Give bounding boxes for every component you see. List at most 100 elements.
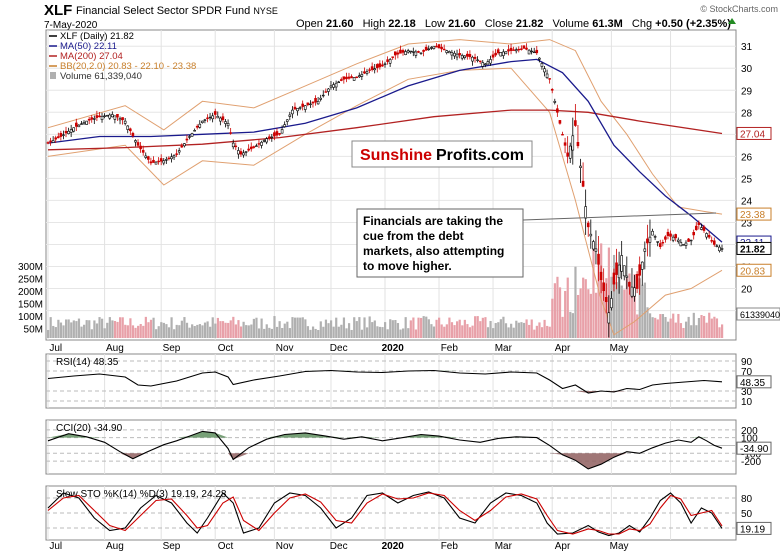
candle-body: [679, 241, 683, 247]
candle-body: [49, 140, 52, 143]
candle-body: [141, 150, 145, 153]
volume-bar: [602, 284, 605, 338]
sto-panel: 805020Slow STO %K(14) %D(3) 19.19, 24.28…: [46, 489, 772, 537]
volume-bar: [72, 320, 75, 338]
candle-body: [602, 282, 605, 292]
candle-body: [321, 94, 325, 97]
indicator-tick-label: -200: [741, 457, 761, 468]
annotation-line: to move higher.: [363, 259, 452, 273]
candle-body: [188, 136, 191, 138]
candle-body: [545, 73, 549, 78]
candle-body: [576, 141, 580, 147]
candle-body: [90, 117, 94, 120]
volume-bar: [656, 319, 659, 338]
volume-bar: [314, 328, 317, 338]
candle-body: [463, 55, 467, 58]
candle-body: [638, 264, 641, 276]
candle-body: [620, 255, 623, 272]
volume-bar: [216, 317, 219, 338]
volume-bar: [347, 323, 351, 338]
x-tick-label-top: Feb: [441, 343, 459, 354]
watermark-part2: Profits.com: [436, 147, 524, 164]
volume-bar: [607, 247, 611, 338]
candle-body: [502, 51, 505, 56]
volume-bar: [101, 318, 104, 338]
candle-body: [507, 49, 510, 52]
candle-body: [95, 115, 99, 118]
candle-body: [211, 115, 214, 120]
candle-body: [275, 131, 279, 136]
candle-body: [509, 47, 513, 51]
volume-bar: [525, 319, 528, 338]
x-tick-label-top: Jul: [49, 343, 62, 354]
candle-body: [612, 272, 616, 285]
volume-bar: [93, 320, 96, 338]
candle-body: [468, 54, 472, 58]
indicator-line: [47, 492, 723, 535]
volume-bar: [502, 316, 505, 338]
volume-bar: [425, 316, 428, 338]
volume-bar: [438, 317, 441, 338]
volume-bar: [198, 324, 201, 338]
volume-bar: [402, 328, 405, 338]
indicator-title: CCI(20) -34.90: [56, 423, 123, 434]
candle-body: [183, 143, 186, 147]
volume-bar: [311, 326, 315, 338]
bb-upper-line: [47, 39, 723, 215]
volume-bar: [412, 317, 415, 338]
candle-body: [622, 265, 626, 277]
volume-bar: [515, 320, 518, 338]
volume-bar: [407, 328, 410, 338]
candle-body: [458, 53, 461, 56]
candle-body: [396, 52, 400, 55]
candle-body: [720, 248, 724, 250]
volume-bar: [556, 276, 559, 338]
volume-bar: [335, 317, 338, 338]
volume-bar: [175, 324, 178, 338]
candle-body: [357, 75, 361, 78]
candle-body: [561, 134, 564, 136]
candle-body: [589, 233, 593, 237]
candle-body: [694, 225, 698, 231]
candle-body: [347, 76, 351, 79]
volume-bar: [384, 322, 387, 338]
volume-bar: [507, 327, 510, 338]
volume-bar: [378, 326, 382, 338]
volume-bar: [371, 322, 374, 338]
volume-tick-label: 250M: [18, 275, 43, 286]
date-label: 7-May-2020: [44, 20, 98, 31]
volume-bar: [481, 317, 484, 338]
volume-bar: [633, 274, 636, 338]
volume-bar: [713, 316, 716, 338]
candle-body: [386, 59, 389, 62]
candle-body: [350, 76, 353, 79]
candle-body: [676, 239, 680, 242]
candle-body: [584, 206, 587, 219]
candle-body: [180, 145, 184, 148]
volume-bar: [376, 326, 379, 338]
volume-bar: [504, 323, 508, 338]
ma200-line: [47, 109, 723, 151]
candle-body: [152, 159, 155, 163]
annotation-text: Financials are taking the cue from the de…: [363, 214, 504, 273]
candle-body: [80, 123, 83, 125]
volume-bar: [137, 325, 140, 338]
indicator-tick-label: -100: [741, 449, 761, 460]
sunshine-profits-watermark: Sunshine Profits.com: [351, 140, 533, 168]
x-tick-label-bottom: Sep: [163, 541, 181, 552]
x-tick-label-top: Oct: [218, 343, 234, 354]
x-tick-label-top: Sep: [163, 343, 181, 354]
candle-body: [494, 52, 497, 56]
candle-body: [213, 111, 217, 115]
volume-bar: [535, 325, 538, 338]
indicator-line: [47, 369, 723, 394]
symbol-label: XLF: [44, 2, 72, 19]
candle-body: [373, 68, 377, 71]
volume-bar: [615, 282, 618, 338]
volume-bar: [304, 319, 307, 338]
candle-body: [219, 117, 222, 122]
candle-body: [617, 264, 621, 279]
volume-bar: [564, 290, 567, 338]
candle-body: [165, 159, 168, 161]
